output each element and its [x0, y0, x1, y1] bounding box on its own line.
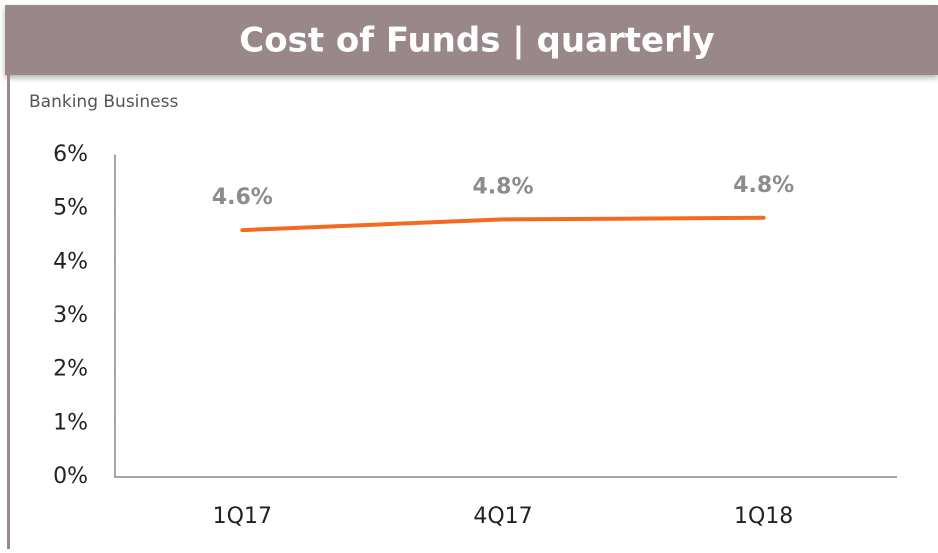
x-tick-label: 1Q18 — [734, 504, 793, 529]
data-line — [240, 215, 766, 233]
y-tick-label: 0% — [53, 464, 88, 489]
y-tick-label: 3% — [53, 303, 88, 328]
y-tick-label: 1% — [53, 410, 88, 435]
data-label: 4.8% — [472, 174, 533, 199]
header-band — [5, 5, 938, 75]
data-label: 4.6% — [212, 185, 273, 210]
data-label: 4.8% — [733, 173, 794, 198]
chart-title: Cost of Funds | quarterly — [239, 21, 714, 61]
left-border — [7, 75, 10, 549]
y-tick-label: 5% — [53, 196, 88, 221]
y-tick-label: 2% — [53, 357, 88, 382]
chart-subtitle: Banking Business — [29, 92, 178, 112]
y-tick-label: 4% — [53, 249, 88, 274]
x-tick-label: 1Q17 — [213, 504, 272, 529]
x-tick-label: 4Q17 — [473, 504, 532, 529]
y-tick-label: 6% — [53, 142, 88, 167]
